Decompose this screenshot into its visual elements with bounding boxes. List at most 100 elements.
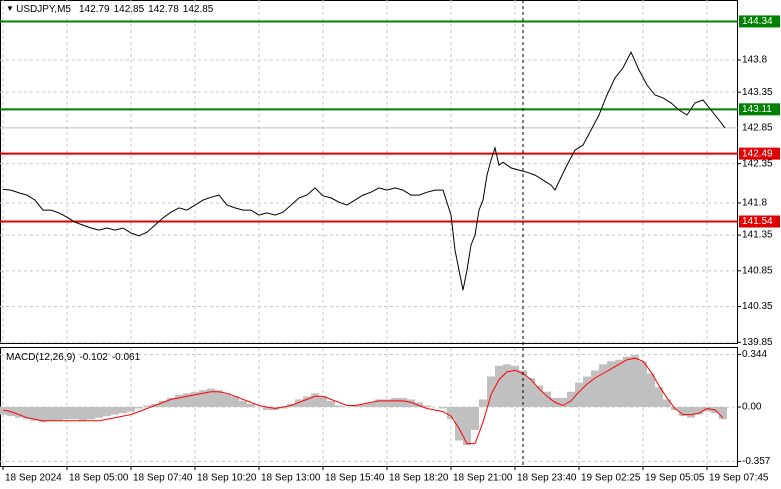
macd-bar [543, 391, 551, 407]
level-label: 142.49 [742, 148, 773, 159]
symbol-title: USDJPY,M5 [16, 4, 71, 15]
macd-bar [383, 399, 391, 407]
macd-bar [663, 399, 671, 407]
y-tick-label: 141.8 [742, 198, 767, 209]
ohlc-high: 142.85 [114, 4, 145, 15]
macd-bar [215, 390, 223, 407]
macd-bar [167, 397, 175, 407]
y-tick-label: 139.85 [742, 337, 773, 348]
ohlc-close: 142.85 [183, 4, 214, 15]
macd-bar [415, 402, 423, 407]
price-panel-frame [0, 0, 738, 344]
x-tick-label: 18 Sep 2024 [5, 473, 62, 484]
macd-header: MACD(12,26,9) -0.102 -0.061 [6, 352, 141, 363]
macd-bar [479, 399, 487, 407]
signal-readout: -0.061 [112, 352, 141, 363]
macd-bar [503, 364, 511, 407]
macd-bar [191, 391, 199, 407]
y-tick-label: 143.8 [742, 55, 767, 66]
macd-bar [487, 376, 495, 407]
macd-bar [567, 391, 575, 407]
level-label-box [739, 15, 780, 28]
x-tick-label: 18 Sep 23:40 [517, 473, 577, 484]
x-tick-label: 19 Sep 07:45 [709, 473, 769, 484]
macd-bar [583, 376, 591, 407]
macd-bar [519, 370, 527, 407]
macd-bar [719, 407, 727, 420]
macd-bar [159, 400, 167, 407]
macd-bar [135, 407, 143, 409]
current-price-box [739, 121, 780, 134]
macd-bar [527, 378, 535, 407]
macd-bar [327, 400, 335, 407]
macd-bar [23, 407, 31, 420]
macd-bar [495, 365, 503, 407]
macd-bar [391, 397, 399, 407]
macd-bar [207, 388, 215, 407]
macd-bar [103, 407, 111, 417]
macd-bar [655, 387, 663, 407]
x-tick-label: 18 Sep 13:00 [261, 473, 321, 484]
level-label-box [739, 103, 780, 116]
level-label-box [739, 215, 780, 228]
macd-bar [183, 393, 191, 407]
x-tick-label: 18 Sep 15:40 [325, 473, 385, 484]
macd-bar [263, 407, 271, 411]
x-tick-label: 18 Sep 18:20 [389, 473, 449, 484]
macd-bar [703, 407, 711, 412]
macd-bar [39, 407, 47, 423]
macd-bar [559, 397, 567, 407]
macd-bar [679, 407, 687, 417]
price-line [2, 51, 726, 291]
y-tick-label: 0.00 [742, 402, 762, 413]
macd-bar [247, 403, 255, 407]
level-label: 143.11 [742, 104, 772, 115]
marks [0, 20, 738, 446]
y-tick-label: 141.35 [742, 230, 773, 241]
macd-bar [239, 400, 247, 407]
macd-bar [639, 361, 647, 407]
x-tick-label: 18 Sep 21:00 [453, 473, 513, 484]
x-tick-label: 19 Sep 02:25 [581, 473, 641, 484]
macd-bar [47, 407, 55, 421]
macd-bar [623, 356, 631, 407]
macd-bar [0, 407, 8, 415]
y-tick-label: 0.344 [742, 349, 767, 360]
macd-bar [511, 365, 519, 407]
macd-bar [423, 405, 431, 407]
macd-bar [31, 407, 39, 421]
y-tick-label: 143.35 [742, 87, 773, 98]
y-tick-label: 140.35 [742, 301, 773, 312]
macd-bar [127, 407, 135, 412]
macd-bar [375, 399, 383, 407]
macd-bar [687, 407, 695, 418]
macd-bar [175, 394, 183, 407]
ohlc-low: 142.78 [148, 4, 179, 15]
macd-bar [63, 407, 71, 420]
signal-line [2, 357, 724, 445]
ohlc-open: 142.79 [79, 4, 110, 15]
level-label: 141.54 [742, 216, 773, 227]
macd-bar [463, 407, 471, 446]
macd-bar [95, 407, 103, 418]
macd-bar [71, 407, 79, 420]
level-label: 144.34 [742, 16, 773, 27]
current-price-label: 142.85 [742, 123, 773, 134]
macd-bar [15, 407, 23, 418]
macd-bar [359, 403, 367, 407]
macd-bar [575, 382, 583, 407]
macd-bar [399, 397, 407, 407]
y-tick-label: -0.357 [742, 456, 771, 467]
macd-bar [335, 405, 343, 407]
macd-bar [303, 396, 311, 407]
macd-bar [87, 407, 95, 420]
level-label-box [739, 147, 780, 160]
macd-bar [367, 402, 375, 407]
macd-bar [455, 407, 463, 441]
macd-bar [279, 407, 287, 409]
macd-readout: -0.102 [79, 352, 108, 363]
macd-bar [311, 393, 319, 407]
x-tick-label: 18 Sep 07:40 [133, 473, 193, 484]
x-tick-label: 18 Sep 10:20 [197, 473, 257, 484]
